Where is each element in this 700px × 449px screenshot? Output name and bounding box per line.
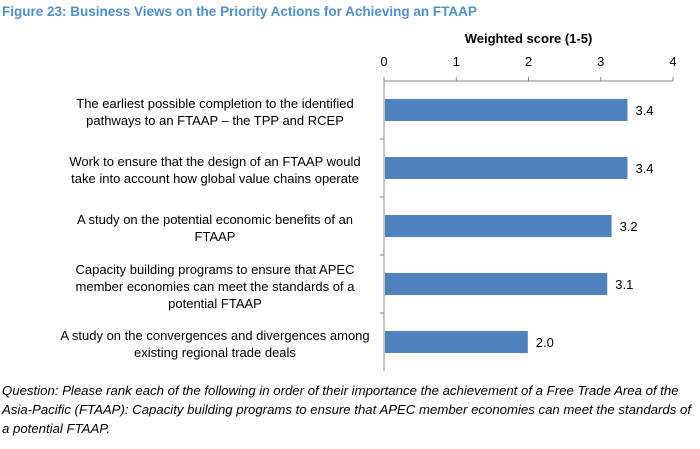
figure-note: Question: Please rank each of the follow… bbox=[2, 383, 691, 436]
x-tick-label: 3 bbox=[597, 54, 604, 69]
data-label: 3.1 bbox=[615, 277, 633, 292]
data-label: 3.2 bbox=[620, 219, 638, 234]
x-tick-label: 4 bbox=[669, 54, 676, 69]
x-axis-label: Weighted score (1-5) bbox=[465, 31, 593, 46]
category-label: The earliest possible completion to the … bbox=[76, 96, 354, 128]
category-label: Work to ensure that the design of an FTA… bbox=[69, 154, 361, 186]
bar bbox=[385, 215, 612, 237]
data-label: 3.4 bbox=[635, 103, 653, 118]
category-label: Capacity building programs to ensure tha… bbox=[75, 261, 355, 311]
bar bbox=[385, 157, 628, 179]
x-tick-label: 1 bbox=[453, 54, 460, 69]
data-label: 3.4 bbox=[635, 161, 653, 176]
bar bbox=[385, 331, 528, 353]
x-tick-label: 0 bbox=[380, 54, 387, 69]
bar bbox=[385, 99, 628, 121]
category-label: A study on the convergences and divergen… bbox=[60, 328, 370, 360]
bar bbox=[385, 273, 608, 295]
x-tick-label: 2 bbox=[525, 54, 532, 69]
category-label: A study on the potential economic benefi… bbox=[76, 212, 354, 244]
figure-title: Figure 23: Business Views on the Priorit… bbox=[2, 4, 477, 19]
bar-chart: Weighted score (1-5) 0 1 2 3 4 3.4 3.4 3.2 3.1 2.0 bbox=[380, 31, 677, 371]
data-label: 2.0 bbox=[536, 335, 554, 350]
